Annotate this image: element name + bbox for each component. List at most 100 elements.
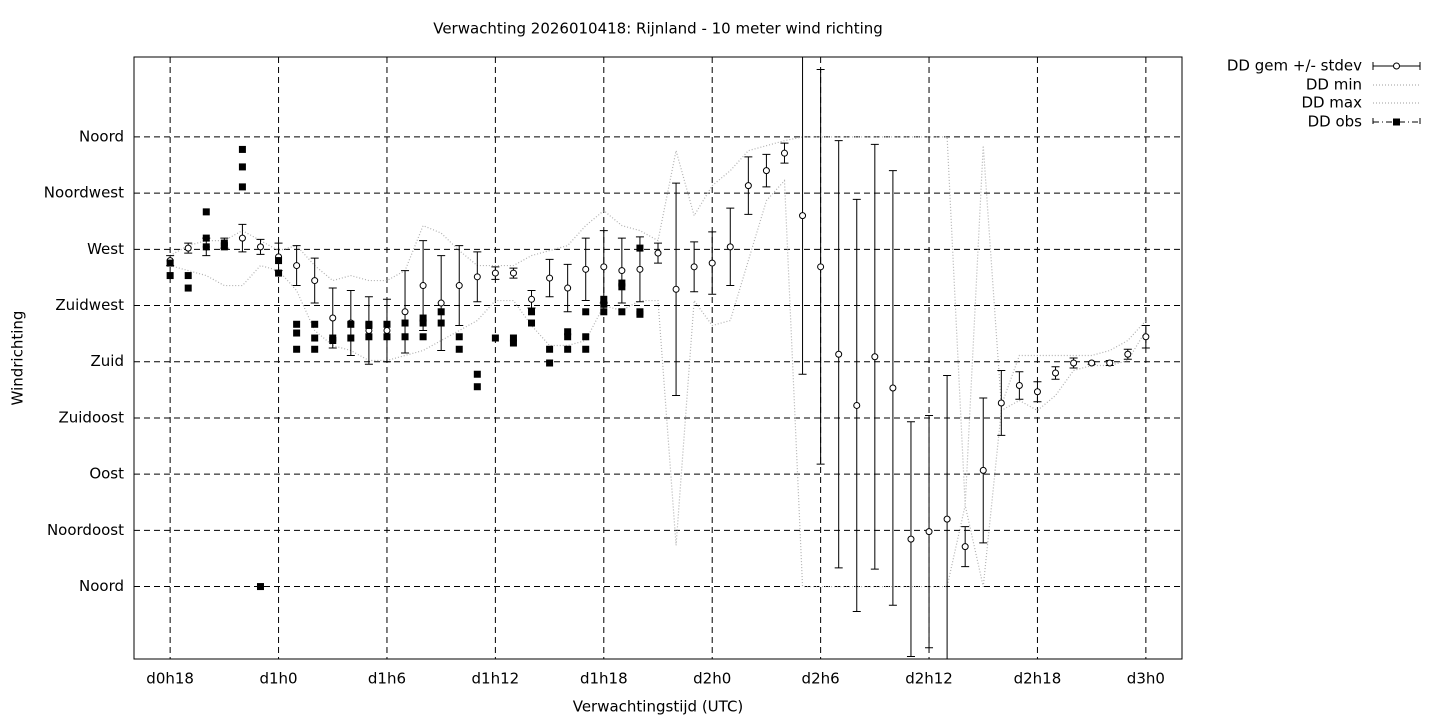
chart-title: Verwachting 2026010418: Rijnland - 10 me… (433, 20, 883, 38)
mean-point (329, 314, 337, 322)
y-tick-label: Noordwest (44, 184, 124, 202)
mean-point (943, 515, 951, 523)
legend-swatch (1393, 62, 1400, 70)
legend-swatch (1372, 118, 1421, 126)
mean-point (491, 269, 499, 277)
obs-point (618, 279, 626, 287)
mean-point (871, 353, 879, 361)
mean-point (925, 528, 933, 536)
obs-point (491, 334, 499, 342)
x-tick-label: d2h12 (905, 670, 953, 688)
x-tick-label: d2h0 (693, 670, 731, 688)
obs-point (166, 272, 174, 280)
obs-point (275, 269, 283, 277)
y-tick-label: West (87, 240, 124, 258)
plot-area (166, 57, 1150, 659)
mean-point (708, 259, 716, 267)
obs-point (528, 308, 536, 316)
mean-point (455, 282, 463, 290)
obs-point (618, 283, 626, 291)
mean-point (979, 466, 987, 474)
obs-point (365, 333, 373, 341)
mean-point (889, 384, 897, 392)
mean-point (1033, 388, 1041, 396)
mean-point (383, 327, 391, 335)
obs-point (419, 314, 427, 322)
obs-point (383, 320, 391, 328)
obs-point (564, 333, 572, 341)
mean-point (293, 262, 301, 270)
obs-point (564, 345, 572, 353)
obs-point (419, 319, 427, 327)
mean-point (907, 535, 915, 543)
obs-point (600, 300, 608, 308)
mean-point (762, 167, 770, 175)
obs-point (311, 345, 319, 353)
mean-point (1106, 359, 1114, 367)
mean-point (311, 277, 319, 285)
legend-swatch (1393, 118, 1400, 126)
obs-point (546, 359, 554, 367)
x-tick-label: d1h0 (259, 670, 297, 688)
obs-point (473, 383, 481, 391)
y-tick-label: Oost (89, 465, 124, 483)
mean-point (1052, 369, 1060, 377)
mean-point (564, 284, 572, 292)
mean-point (672, 285, 680, 293)
obs-point (347, 320, 355, 328)
mean-point (238, 234, 246, 242)
mean-point (582, 265, 590, 273)
obs-point (347, 334, 355, 342)
plot-frame (133, 56, 1183, 660)
mean-point (401, 308, 409, 316)
mean-point (509, 269, 517, 277)
y-tick-label: Zuidoost (58, 408, 124, 426)
mean-point (618, 267, 626, 275)
legend-label: DD min (1306, 76, 1362, 94)
mean-point (546, 274, 554, 282)
mean-point (600, 263, 608, 271)
y-tick-label: Noordoost (47, 521, 124, 539)
legend-label: DD gem +/- stdev (1227, 57, 1362, 75)
obs-point (455, 333, 463, 341)
legend-label: DD max (1301, 94, 1362, 112)
obs-point (293, 329, 301, 337)
obs-point (582, 345, 590, 353)
mean-point (437, 299, 445, 307)
obs-point (636, 244, 644, 252)
mean-point (1124, 350, 1132, 358)
x-tick-label: d2h18 (1014, 670, 1062, 688)
x-tick-label: d1h18 (580, 670, 628, 688)
mean-point (817, 263, 825, 271)
obs-point (202, 243, 210, 251)
mean-point (799, 212, 807, 220)
obs-point (365, 322, 373, 330)
obs-point (256, 583, 264, 591)
obs-point (437, 308, 445, 316)
obs-point (184, 272, 192, 280)
y-tick-label: Zuid (91, 352, 124, 370)
obs-point (419, 333, 427, 341)
mean-point (690, 263, 698, 271)
obs-point (509, 334, 517, 342)
obs-point (329, 337, 337, 345)
obs-point (509, 339, 517, 347)
mean-point (835, 350, 843, 358)
obs-point (166, 259, 174, 267)
range-line (169, 136, 1147, 506)
obs-point (220, 239, 228, 247)
obs-point (238, 145, 246, 153)
obs-point (275, 257, 283, 265)
obs-point (238, 163, 246, 171)
mean-point (473, 273, 481, 281)
mean-point (419, 282, 427, 290)
y-axis-label: Windrichting (9, 311, 27, 406)
obs-point (311, 334, 319, 342)
obs-point (220, 243, 228, 251)
x-tick-label: d3h0 (1127, 670, 1165, 688)
obs-point (455, 345, 463, 353)
obs-point (582, 308, 590, 316)
obs-point (582, 333, 590, 341)
obs-point (636, 310, 644, 318)
